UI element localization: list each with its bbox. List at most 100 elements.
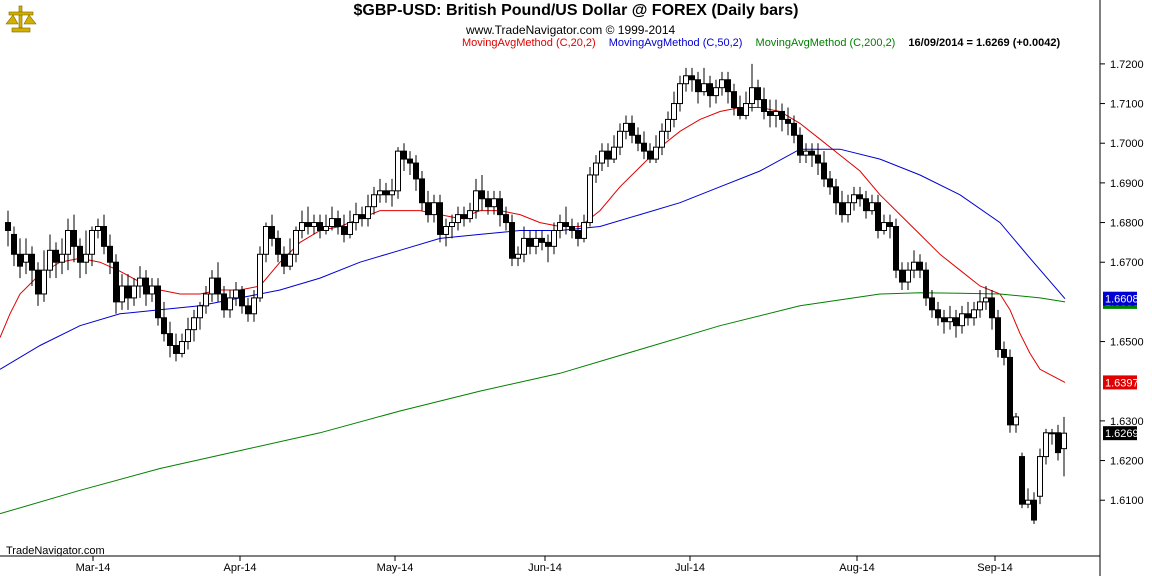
candle-body <box>623 122 629 132</box>
candle-body <box>527 237 533 247</box>
candle-body <box>233 289 239 299</box>
candle-body <box>479 190 485 200</box>
candle-body <box>761 99 767 112</box>
candle-body <box>989 297 995 319</box>
x-tick-label: Mar-14 <box>76 562 111 574</box>
y-tick-label: 1.7100 <box>1110 99 1144 111</box>
candle-body <box>611 146 617 160</box>
candle-body <box>167 333 173 347</box>
x-tick-label: Aug-14 <box>839 562 874 574</box>
candle-body <box>665 118 671 132</box>
candle-body <box>647 150 653 160</box>
candle-body <box>173 345 179 354</box>
candle-body <box>803 150 809 156</box>
candle-body <box>701 83 707 93</box>
candle-body <box>383 190 389 196</box>
candle-body <box>191 317 197 331</box>
x-tick-label: Sep-14 <box>977 562 1012 574</box>
candle-body <box>83 253 89 263</box>
candle-body <box>395 150 401 192</box>
candle-body <box>467 210 473 220</box>
candle-body <box>575 229 581 239</box>
candle-body <box>131 285 137 299</box>
candle-body <box>905 269 911 283</box>
trade-navigator-logo <box>4 4 38 39</box>
candle-body <box>281 253 287 267</box>
candle-body <box>941 317 947 323</box>
candle-body <box>1013 416 1019 426</box>
candle-body <box>77 245 83 263</box>
candle-body <box>293 229 299 255</box>
candle-body <box>1055 432 1061 454</box>
candle-body <box>923 269 929 299</box>
candle-body <box>245 305 251 315</box>
candle-body <box>983 297 989 303</box>
candle-body <box>977 301 983 311</box>
candle-body <box>95 226 101 231</box>
candle-body <box>1001 348 1007 358</box>
ma-line-2 <box>0 292 1066 515</box>
legend-ma20: MovingAvgMethod (C,20,2) <box>462 37 596 49</box>
candle-body <box>419 178 425 204</box>
candle-body <box>215 277 221 295</box>
candle-body <box>443 226 449 235</box>
candle-body <box>593 162 599 176</box>
ma20-value-label-bg <box>1103 375 1137 390</box>
candle-body <box>71 229 77 247</box>
candle-body <box>539 237 545 243</box>
candle-body <box>389 190 395 196</box>
candle-body <box>431 202 437 216</box>
last-quote: 16/09/2014 = 1.6269 (+0.0042) <box>908 37 1061 49</box>
candle-body <box>917 261 923 271</box>
candle-body <box>209 277 215 295</box>
candle-body <box>671 103 677 120</box>
candle-body <box>197 305 203 319</box>
candle-body <box>749 87 755 105</box>
candle-body <box>413 162 419 180</box>
candle-body <box>1043 432 1049 458</box>
candle-body <box>773 110 779 116</box>
candle-body <box>833 186 839 204</box>
candle-body <box>29 253 35 271</box>
candle-body <box>449 222 455 228</box>
candle-body <box>401 150 407 160</box>
candle-body <box>125 285 131 299</box>
candle-body <box>323 226 329 231</box>
candle-body <box>653 146 659 160</box>
candle-body <box>341 226 347 235</box>
candle-body <box>875 202 881 231</box>
y-tick-label: 1.7000 <box>1110 138 1144 150</box>
candle-body <box>635 134 641 144</box>
candle-body <box>767 110 773 116</box>
candle-body <box>707 83 713 97</box>
legend-ma200: MovingAvgMethod (C,200,2) <box>755 37 896 49</box>
candle-body <box>851 194 857 204</box>
candle-body <box>1025 499 1031 505</box>
candle-body <box>689 75 695 81</box>
candle-body <box>461 214 467 220</box>
y-tick-label: 1.6800 <box>1110 218 1144 230</box>
candle-body <box>719 79 725 89</box>
candle-body <box>965 313 971 319</box>
candle-body <box>785 118 791 124</box>
candle-body <box>203 293 209 307</box>
last-price-label-bg <box>1103 426 1137 441</box>
x-tick-label: May-14 <box>377 562 414 574</box>
candle-body <box>845 202 851 216</box>
y-tick-label: 1.6200 <box>1110 456 1144 468</box>
candle-body <box>797 134 803 156</box>
candle-body <box>815 154 821 164</box>
candle-body <box>305 222 311 228</box>
y-tick-label: 1.7200 <box>1110 59 1144 71</box>
candle-body <box>869 202 875 212</box>
candle-body <box>365 206 371 220</box>
candle-body <box>437 202 443 235</box>
candle-body <box>659 130 665 148</box>
candle-body <box>587 174 593 224</box>
candle-body <box>47 249 53 271</box>
ma20-value-label: 1.6397 <box>1105 377 1139 389</box>
candle-body <box>881 222 887 231</box>
candle-body <box>179 341 185 354</box>
candle-body <box>503 214 509 224</box>
candle-body <box>143 277 149 295</box>
